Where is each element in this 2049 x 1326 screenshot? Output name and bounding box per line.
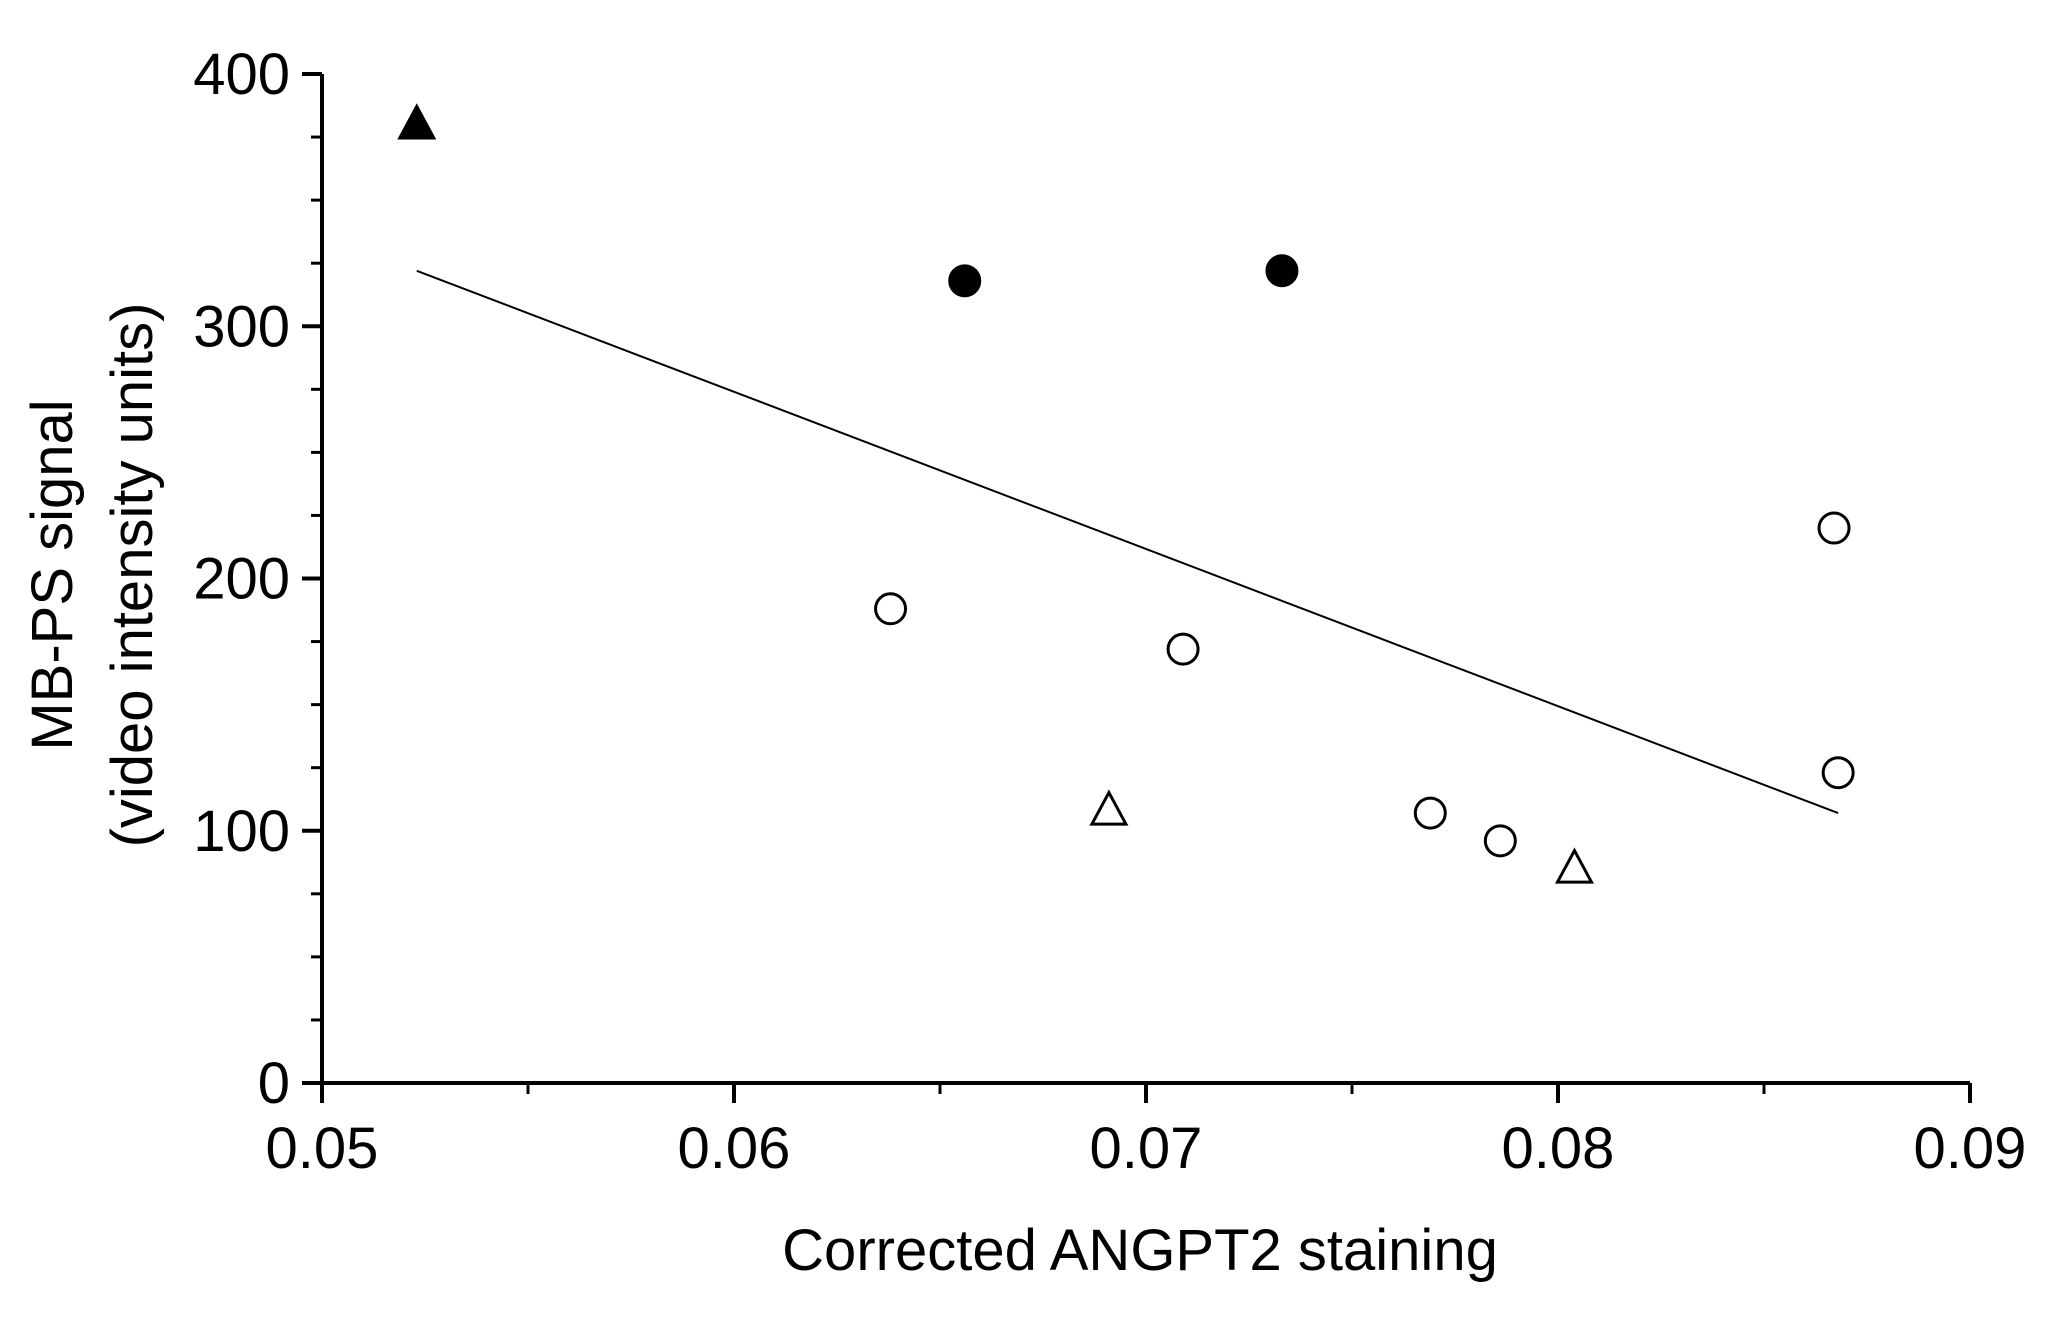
data-points <box>397 103 1855 884</box>
y-axis-title-line1: MB-PS signal <box>20 399 85 750</box>
open-circle-point <box>1817 511 1851 545</box>
filled-circle-point <box>1265 254 1299 288</box>
y-tick-label: 300 <box>193 294 290 359</box>
open-circle-point <box>874 592 908 626</box>
axes <box>320 74 1970 1085</box>
y-tick-label: 0 <box>258 1051 290 1116</box>
filled-triangle-point <box>397 103 437 140</box>
axis-ticks <box>302 72 1972 1103</box>
x-tick-label: 0.09 <box>1914 1116 2027 1181</box>
open-circle-point <box>1821 756 1855 790</box>
open-triangle-point <box>1089 789 1129 826</box>
x-tick-label: 0.06 <box>678 1116 791 1181</box>
y-axis-title: MB-PS signal (video intensity units) <box>20 303 165 848</box>
y-axis-title-line2: (video intensity units) <box>100 303 165 848</box>
trendline <box>416 269 1839 815</box>
y-tick-label: 400 <box>193 42 290 107</box>
open-circle-point <box>1166 632 1200 666</box>
y-tick-label: 100 <box>193 799 290 864</box>
x-tick-label: 0.07 <box>1090 1116 1203 1181</box>
y-tick-label: 200 <box>193 547 290 612</box>
filled-circle-point <box>948 264 982 298</box>
open-circle-point <box>1483 824 1517 858</box>
open-triangle-point <box>1554 847 1594 884</box>
trendline-group <box>416 269 1839 815</box>
x-tick-label: 0.05 <box>266 1116 379 1181</box>
x-tick-label: 0.08 <box>1502 1116 1615 1181</box>
open-circle-point <box>1413 796 1447 830</box>
x-axis-title: Corrected ANGPT2 staining <box>782 1218 1498 1283</box>
tick-labels: 0.05 0.06 0.07 0.08 0.09 0 100 200 300 400 <box>193 42 2026 1181</box>
